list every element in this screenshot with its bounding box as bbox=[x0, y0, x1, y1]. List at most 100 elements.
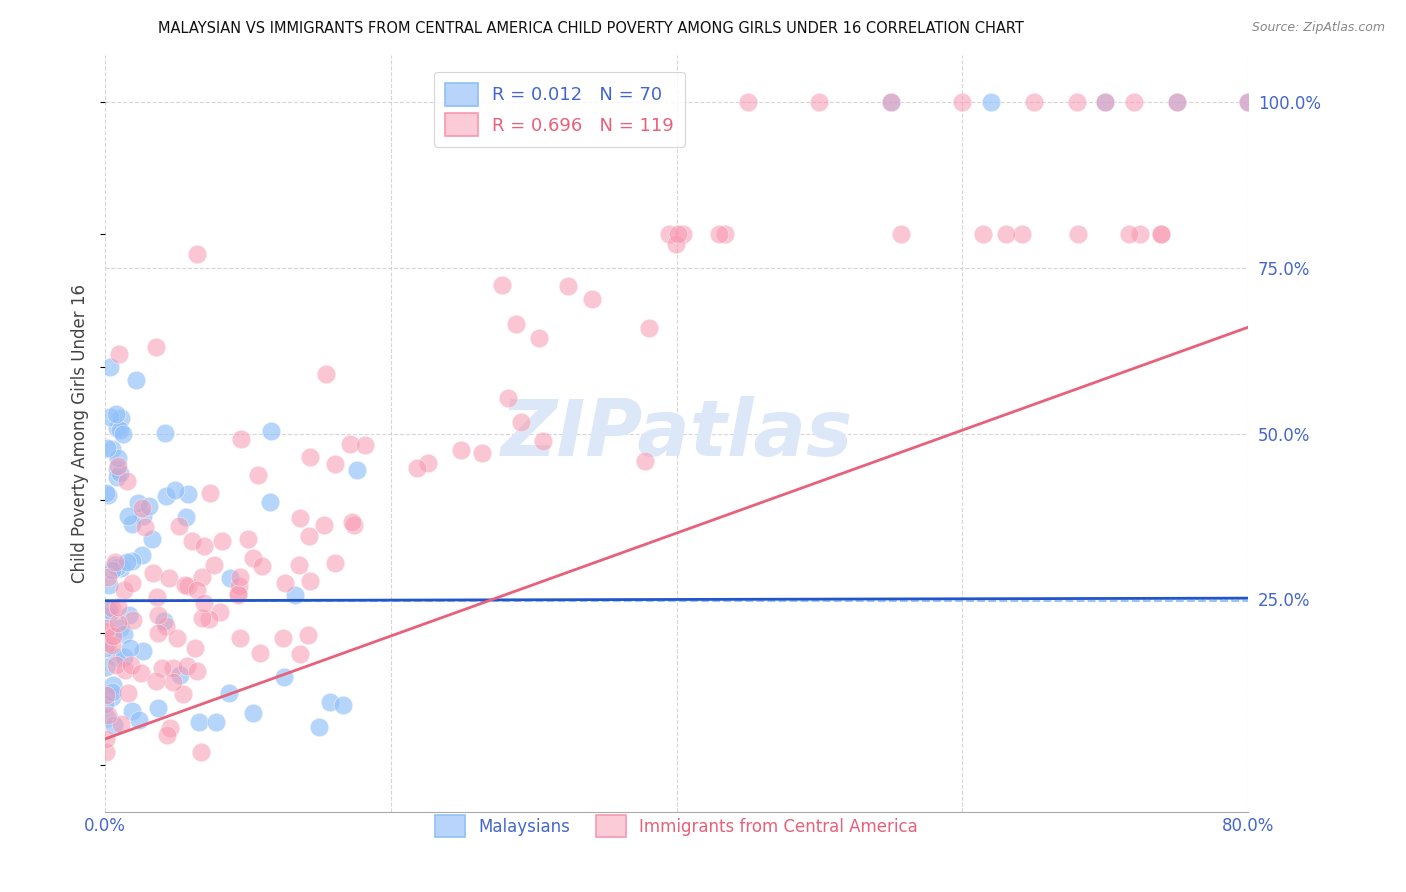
Point bbox=[284, 588, 307, 602]
Point bbox=[98, 603, 121, 617]
Point bbox=[134, 520, 156, 534]
Point bbox=[120, 658, 142, 673]
Point bbox=[299, 574, 322, 588]
Point bbox=[101, 563, 124, 577]
Point bbox=[146, 625, 169, 640]
Point bbox=[156, 728, 179, 742]
Point bbox=[193, 539, 215, 553]
Point bbox=[96, 732, 118, 747]
Point bbox=[152, 614, 174, 628]
Point bbox=[141, 532, 163, 546]
Text: MALAYSIAN VS IMMIGRANTS FROM CENTRAL AMERICA CHILD POVERTY AMONG GIRLS UNDER 16 : MALAYSIAN VS IMMIGRANTS FROM CENTRAL AME… bbox=[157, 21, 1024, 36]
Point bbox=[531, 434, 554, 449]
Point bbox=[121, 554, 143, 568]
Text: Source: ZipAtlas.com: Source: ZipAtlas.com bbox=[1251, 21, 1385, 34]
Point bbox=[155, 489, 177, 503]
Point bbox=[145, 673, 167, 688]
Point bbox=[115, 474, 138, 488]
Text: ZIPatlas: ZIPatlas bbox=[501, 395, 852, 472]
Point bbox=[250, 558, 273, 573]
Point bbox=[174, 578, 197, 592]
Point bbox=[1011, 227, 1033, 242]
Point bbox=[162, 675, 184, 690]
Point bbox=[129, 665, 152, 680]
Point bbox=[118, 641, 141, 656]
Point bbox=[94, 641, 117, 656]
Point bbox=[950, 95, 973, 109]
Point bbox=[150, 661, 173, 675]
Point bbox=[110, 717, 132, 731]
Point bbox=[96, 711, 118, 725]
Point bbox=[672, 227, 695, 242]
Point bbox=[101, 601, 124, 615]
Point bbox=[124, 373, 146, 387]
Point bbox=[117, 508, 139, 523]
Legend: Malaysians, Immigrants from Central America: Malaysians, Immigrants from Central Amer… bbox=[427, 807, 927, 845]
Point bbox=[634, 454, 657, 468]
Point bbox=[108, 621, 131, 635]
Point bbox=[121, 517, 143, 532]
Point bbox=[505, 317, 527, 331]
Point bbox=[219, 571, 242, 585]
Point bbox=[980, 95, 1002, 109]
Point bbox=[581, 293, 603, 307]
Point bbox=[121, 576, 143, 591]
Point bbox=[1166, 95, 1188, 109]
Point bbox=[127, 496, 149, 510]
Point bbox=[131, 501, 153, 516]
Point bbox=[229, 433, 252, 447]
Point bbox=[315, 367, 337, 381]
Point bbox=[242, 551, 264, 566]
Point bbox=[177, 487, 200, 501]
Point bbox=[94, 745, 117, 759]
Point bbox=[142, 566, 165, 580]
Point bbox=[297, 628, 319, 642]
Point bbox=[153, 426, 176, 441]
Point bbox=[346, 463, 368, 477]
Point bbox=[666, 227, 689, 242]
Point bbox=[288, 511, 311, 525]
Point bbox=[101, 442, 124, 457]
Point bbox=[107, 615, 129, 630]
Point bbox=[155, 619, 177, 633]
Point bbox=[94, 621, 117, 635]
Point bbox=[101, 690, 124, 704]
Point bbox=[496, 391, 519, 405]
Point bbox=[114, 663, 136, 677]
Point bbox=[115, 555, 138, 569]
Point bbox=[104, 555, 127, 569]
Point bbox=[169, 667, 191, 681]
Point bbox=[323, 457, 346, 471]
Point bbox=[174, 510, 197, 524]
Point bbox=[184, 641, 207, 656]
Point bbox=[1118, 227, 1140, 242]
Point bbox=[186, 582, 208, 597]
Point bbox=[211, 534, 233, 549]
Point bbox=[96, 486, 118, 500]
Point bbox=[1022, 95, 1045, 109]
Point bbox=[260, 424, 283, 438]
Point bbox=[319, 695, 342, 709]
Point bbox=[1122, 95, 1144, 109]
Point bbox=[105, 470, 128, 484]
Point bbox=[637, 321, 659, 335]
Point bbox=[509, 415, 531, 429]
Point bbox=[98, 409, 121, 424]
Point bbox=[97, 578, 120, 592]
Point bbox=[808, 95, 831, 109]
Point bbox=[100, 684, 122, 698]
Point bbox=[308, 720, 330, 734]
Point bbox=[191, 570, 214, 584]
Point bbox=[101, 639, 124, 653]
Point bbox=[450, 443, 472, 458]
Point bbox=[94, 624, 117, 638]
Point bbox=[108, 466, 131, 480]
Point bbox=[249, 646, 271, 660]
Point bbox=[105, 657, 128, 672]
Point bbox=[112, 583, 135, 598]
Point bbox=[159, 721, 181, 735]
Point bbox=[172, 687, 194, 701]
Point bbox=[104, 650, 127, 665]
Point bbox=[132, 509, 155, 524]
Point bbox=[107, 458, 129, 473]
